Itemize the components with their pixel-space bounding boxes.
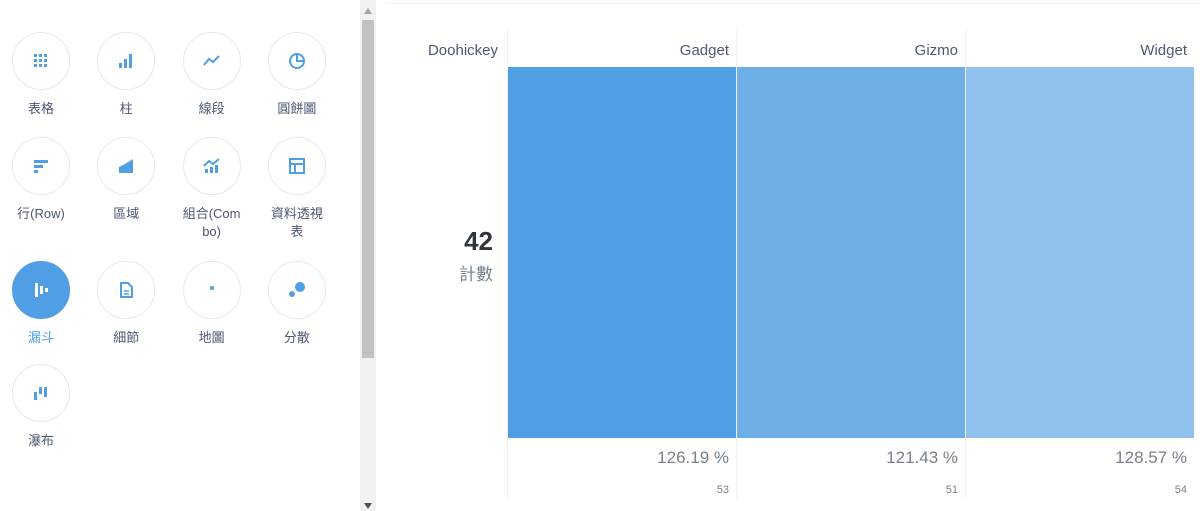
viz-option[interactable]: 線段	[169, 32, 255, 118]
step-name: Gadget	[679, 42, 729, 59]
viz-icon[interactable]	[12, 32, 70, 90]
scroll-down[interactable]	[364, 503, 372, 509]
viz-icon[interactable]	[12, 261, 70, 319]
viz-icon[interactable]	[12, 137, 70, 195]
viz-label[interactable]: 地圖	[198, 330, 225, 345]
step-bar	[737, 67, 965, 438]
icon	[209, 286, 214, 290]
icon	[202, 158, 220, 173]
viz-icon[interactable]	[182, 261, 241, 319]
icon	[34, 160, 48, 173]
viz-option[interactable]: 分散	[254, 261, 340, 347]
viz-option[interactable]: 行(Row)	[0, 137, 84, 223]
step-name: Widget	[1140, 42, 1187, 59]
step-count: 54	[1174, 484, 1187, 496]
step-column: Widget 128.57 % 54	[965, 28, 1195, 498]
icon	[288, 282, 305, 297]
viz-label[interactable]: 表格	[27, 101, 54, 116]
viz-icon[interactable]	[97, 261, 156, 319]
first-value: 42	[464, 226, 493, 256]
step-column: Gadget 126.19 % 53	[507, 28, 737, 498]
step-count: 51	[945, 484, 958, 496]
scroll-up[interactable]	[364, 8, 372, 14]
viz-label[interactable]: 行(Row)	[17, 206, 65, 221]
viz-option[interactable]: 區域	[83, 137, 169, 223]
picker-panel: 表格 柱 線段 圓餅圖行(Row) 區域 組合(Combo) 資料透視表漏斗 細節 地圖 分散瀑布	[0, 0, 360, 511]
viz-option[interactable]: 細節	[83, 261, 169, 347]
step-bar	[508, 67, 736, 438]
icon	[34, 387, 47, 400]
step-count: 53	[716, 484, 729, 496]
viz-label[interactable]: 組合(Combo)	[182, 206, 241, 239]
icon	[202, 55, 220, 66]
viz-icon[interactable]	[267, 32, 326, 90]
icon	[34, 54, 47, 67]
viz-option[interactable]: 組合(Combo)	[169, 137, 255, 241]
icon	[288, 53, 305, 69]
viz-option[interactable]: 圓餅圖	[254, 32, 340, 118]
viz-icon[interactable]	[267, 137, 326, 195]
viz-option[interactable]: 柱	[83, 32, 169, 118]
viz-label[interactable]: 線段	[198, 101, 225, 116]
icon	[119, 54, 133, 68]
viz-label[interactable]: 圓餅圖	[277, 101, 317, 116]
viz-label[interactable]: 漏斗	[27, 330, 54, 345]
scrollbar-thumb[interactable]	[362, 20, 374, 358]
viz-icon[interactable]	[182, 137, 241, 195]
step-name: Gizmo	[914, 42, 958, 59]
step-column: Gizmo 121.43 % 51	[736, 28, 966, 498]
viz-icon[interactable]	[97, 137, 156, 195]
viz-label[interactable]: 細節	[113, 330, 140, 345]
viz-icon[interactable]	[267, 261, 326, 319]
viz-option[interactable]: 漏斗	[0, 261, 84, 347]
divider	[386, 3, 1200, 4]
metric: 計數	[459, 265, 493, 284]
viz-icon[interactable]	[182, 32, 241, 90]
scrollbar[interactable]	[360, 0, 376, 511]
viz-label[interactable]: 區域	[113, 206, 140, 221]
viz-label[interactable]: 瀑布	[27, 433, 54, 448]
viz-icon[interactable]	[12, 364, 70, 422]
icon	[119, 159, 134, 173]
step-percent: 126.19 %	[657, 448, 729, 467]
viz-option[interactable]: 資料透視表	[254, 137, 340, 241]
viz-label[interactable]: 分散	[283, 330, 310, 345]
viz-option[interactable]: 瀑布	[0, 364, 84, 450]
icon	[288, 158, 305, 174]
icon	[35, 283, 48, 297]
viz-option[interactable]: 表格	[0, 32, 84, 118]
viz-label[interactable]: 資料透視表	[270, 206, 323, 239]
viz-label[interactable]: 柱	[119, 101, 133, 116]
step-percent: 128.57 %	[1115, 448, 1187, 467]
viz-option[interactable]: 地圖	[169, 261, 255, 347]
first-step: Doohickey	[427, 42, 498, 59]
funnel: Doohickey 42 計數 Gadget 126.19 % 53 Gizmo 121…	[386, 4, 1200, 511]
icon	[120, 282, 134, 298]
step-bar	[966, 67, 1194, 438]
step-percent: 121.43 %	[886, 448, 958, 467]
viz-icon[interactable]	[97, 32, 156, 90]
